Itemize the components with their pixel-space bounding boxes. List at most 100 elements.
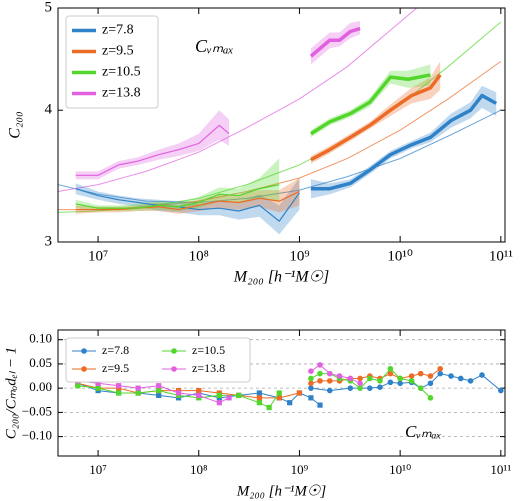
- marker: [175, 390, 182, 396]
- marker: [387, 365, 394, 372]
- marker: [427, 373, 434, 379]
- marker: [95, 380, 101, 386]
- marker: [156, 383, 162, 389]
- band: [310, 61, 441, 164]
- marker: [357, 385, 363, 391]
- legend-frame: [65, 15, 159, 109]
- marker: [116, 383, 122, 389]
- legend-label: z=10.5: [192, 343, 225, 357]
- marker: [317, 378, 323, 384]
- marker: [135, 390, 141, 396]
- marker: [417, 370, 424, 377]
- marker: [135, 385, 141, 391]
- annotation: Cᵥₘₐₓ: [405, 422, 442, 441]
- y-axis-label: C₂₀₀: [7, 111, 24, 138]
- marker: [308, 375, 314, 382]
- y-tick-label: 0.05: [29, 355, 52, 370]
- marker: [266, 404, 272, 411]
- marker: [216, 400, 222, 406]
- legend-swatch: [171, 366, 177, 372]
- x-tick-label: 10⁹: [289, 248, 309, 264]
- legend-swatch: [81, 348, 87, 354]
- marker: [156, 392, 162, 399]
- marker: [357, 380, 363, 387]
- data-line: [309, 73, 431, 136]
- legend-label: z=7.8: [102, 343, 129, 357]
- marker: [276, 395, 282, 401]
- marker: [347, 385, 354, 391]
- legend-label: z=13.8: [192, 361, 225, 375]
- marker: [75, 383, 81, 389]
- marker: [95, 385, 101, 391]
- marker: [367, 385, 373, 391]
- band: [75, 110, 230, 180]
- model-curve: [58, 109, 502, 204]
- marker: [317, 402, 323, 408]
- legend-label: z=13.8: [102, 86, 141, 101]
- x-axis-label: M₂₀₀ [h⁻¹M☉]: [236, 483, 327, 499]
- marker: [347, 375, 354, 382]
- marker: [448, 373, 454, 379]
- marker: [427, 380, 434, 387]
- marker: [377, 378, 383, 384]
- marker: [216, 392, 222, 399]
- marker: [317, 362, 323, 368]
- marker: [479, 372, 485, 378]
- marker: [467, 378, 474, 384]
- marker: [437, 365, 444, 372]
- y-tick-label: 3: [45, 233, 53, 249]
- marker: [256, 400, 262, 406]
- data-line: [310, 93, 498, 191]
- marker: [387, 379, 394, 386]
- marker: [457, 375, 464, 382]
- marker: [387, 370, 394, 377]
- marker: [377, 384, 383, 390]
- legend-label: z=7.8: [102, 23, 134, 38]
- marker: [308, 395, 314, 401]
- band: [75, 158, 280, 212]
- marker: [397, 380, 403, 387]
- axes-frame: [57, 7, 506, 243]
- legend-frame: [65, 337, 251, 383]
- marker: [196, 392, 202, 399]
- x-tick-label: 10⁷: [89, 462, 107, 477]
- annotation: Cᵥₘₐₓ: [195, 36, 234, 56]
- marker: [336, 373, 343, 379]
- model-curve: [58, 8, 418, 192]
- y-tick-label: 0.00: [29, 379, 52, 394]
- axes-frame: [57, 329, 506, 457]
- marker: [156, 387, 162, 394]
- marker: [196, 387, 202, 394]
- x-tick-label: 10¹¹: [490, 462, 511, 477]
- marker: [357, 375, 363, 382]
- band: [75, 177, 300, 214]
- marker: [116, 390, 122, 396]
- legend-swatch: [81, 366, 87, 372]
- data-line: [75, 124, 230, 176]
- data-line: [75, 184, 280, 209]
- data-line: [75, 188, 300, 222]
- x-axis-label: M₂₀₀ [h⁻¹M☉]: [233, 269, 329, 286]
- legend-label: z=10.5: [102, 65, 141, 80]
- band: [310, 21, 361, 65]
- marker: [308, 380, 314, 387]
- legend-label: z=9.5: [102, 361, 129, 375]
- y-tick-label: 4: [45, 102, 53, 118]
- x-tick-label: 10⁸: [189, 248, 209, 264]
- marker: [397, 375, 403, 382]
- data-line: [75, 190, 300, 211]
- plot-area: [75, 362, 504, 411]
- y-tick-label: 5: [45, 0, 53, 15]
- marker: [427, 395, 434, 401]
- data-line: [77, 382, 300, 399]
- marker: [296, 390, 303, 396]
- marker: [498, 387, 504, 394]
- y-tick-label: −0.10: [22, 428, 52, 443]
- data-line: [309, 26, 361, 58]
- marker: [408, 378, 415, 384]
- marker: [256, 390, 262, 396]
- marker: [417, 385, 424, 391]
- marker: [367, 375, 373, 382]
- marker: [437, 370, 444, 377]
